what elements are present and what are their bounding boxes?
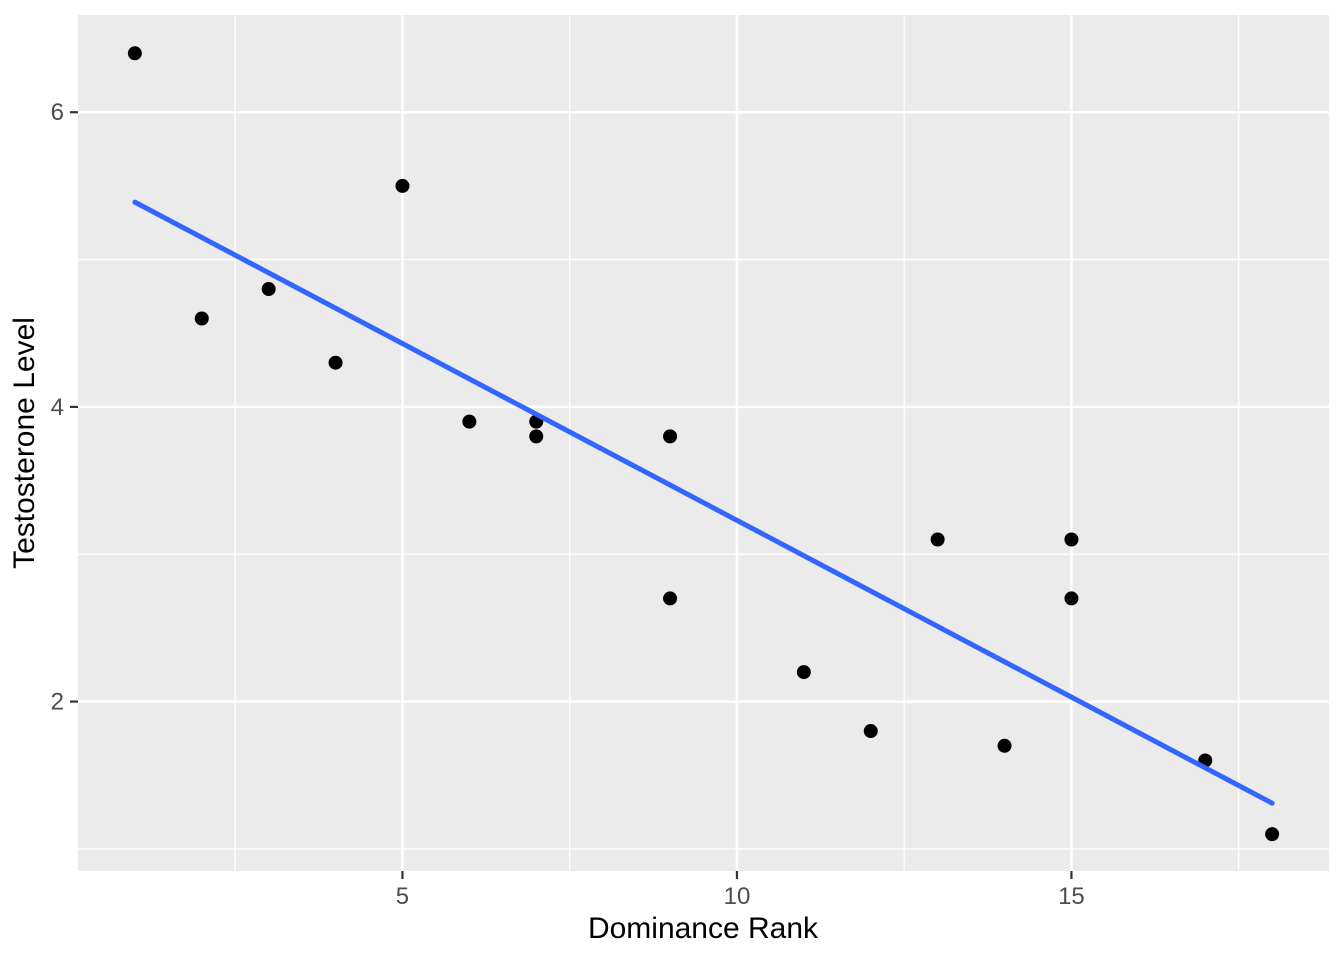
data-point bbox=[529, 429, 544, 444]
data-point bbox=[1064, 591, 1079, 606]
x-axis-title: Dominance Rank bbox=[588, 912, 819, 945]
x-tick-label: 5 bbox=[396, 883, 409, 910]
data-point bbox=[863, 724, 878, 739]
data-point bbox=[462, 414, 477, 429]
data-point bbox=[395, 178, 410, 193]
data-point bbox=[663, 429, 678, 444]
data-point bbox=[1265, 827, 1280, 842]
y-axis-title: Testosterone Level bbox=[8, 317, 41, 569]
data-point bbox=[261, 282, 276, 297]
data-point bbox=[328, 355, 343, 370]
data-point bbox=[194, 311, 209, 326]
y-tick-label: 2 bbox=[51, 689, 64, 716]
y-tick-label: 6 bbox=[51, 99, 64, 126]
x-tick-label: 10 bbox=[724, 883, 751, 910]
data-point bbox=[997, 738, 1012, 753]
plot-panel bbox=[78, 15, 1329, 871]
data-point bbox=[930, 532, 945, 547]
data-point bbox=[796, 665, 811, 680]
x-tick-label: 15 bbox=[1058, 883, 1085, 910]
data-point bbox=[127, 46, 142, 61]
data-point bbox=[1064, 532, 1079, 547]
trend-line bbox=[132, 199, 1275, 806]
data-point bbox=[663, 591, 678, 606]
y-tick-label: 4 bbox=[51, 394, 64, 421]
